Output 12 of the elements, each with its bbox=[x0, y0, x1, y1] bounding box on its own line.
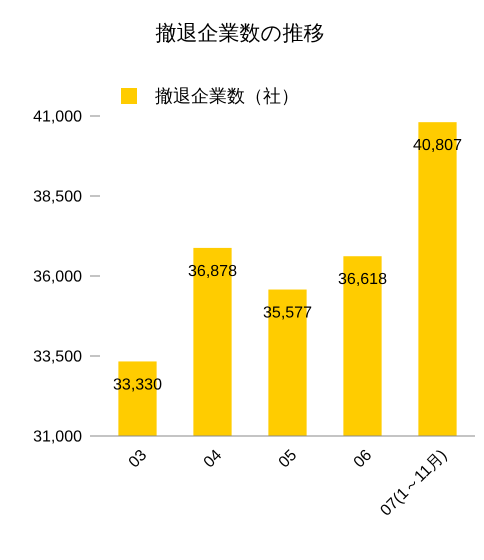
x-tick-label: 04 bbox=[200, 446, 226, 472]
x-tick-label: 05 bbox=[276, 446, 300, 472]
chart-title: 撤退企業数の推移 bbox=[156, 22, 324, 45]
x-tick-label: 06 bbox=[350, 446, 376, 472]
y-tick-label: 31,000 bbox=[33, 428, 82, 446]
x-tick-label: 07(1～11月) bbox=[377, 446, 450, 520]
legend-label: 撤退企業数（社） bbox=[155, 86, 299, 106]
y-tick-label: 38,500 bbox=[33, 188, 82, 206]
x-tick-label: 03 bbox=[126, 446, 150, 472]
y-tick-label: 33,500 bbox=[33, 348, 82, 366]
y-tick-label: 41,000 bbox=[33, 108, 82, 126]
y-tick-label: 36,000 bbox=[33, 268, 82, 286]
